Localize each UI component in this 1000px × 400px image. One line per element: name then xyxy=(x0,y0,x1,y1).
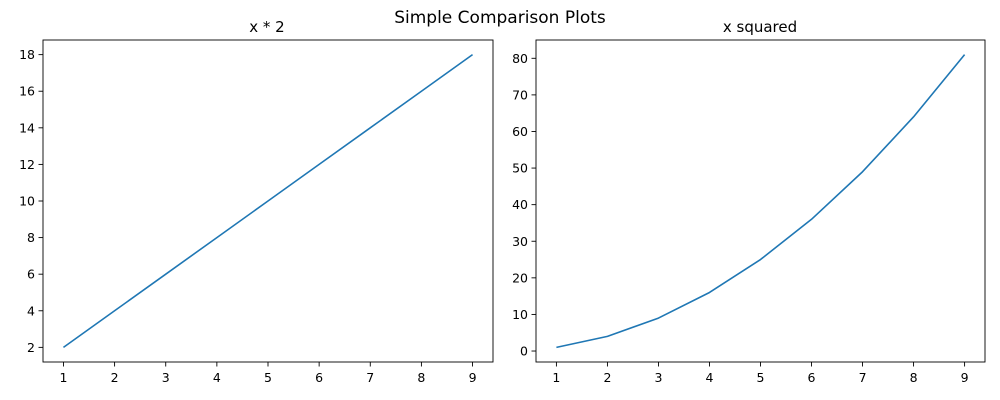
y-tick-label: 6 xyxy=(27,267,35,282)
plot-title: x * 2 xyxy=(249,18,284,36)
y-tick-label: 16 xyxy=(19,84,35,99)
x-tick-label: 9 xyxy=(469,370,477,385)
x-tick-label: 5 xyxy=(264,370,272,385)
x-tick-label: 9 xyxy=(961,370,969,385)
axes-frame xyxy=(42,39,494,363)
x-tick-label: 2 xyxy=(111,370,119,385)
x-tick-label: 4 xyxy=(213,370,221,385)
plot-x-squared: x squared 1 2 3 4 5 6 7 8 9 0 10 20 30 40 50 60 70 80 xyxy=(512,18,986,385)
x-tick-label: 3 xyxy=(654,370,662,385)
x-axis-ticks: 1 2 3 4 5 6 7 8 9 xyxy=(59,362,477,385)
x-tick-label: 8 xyxy=(417,370,425,385)
y-tick-label: 14 xyxy=(19,120,35,135)
y-tick-label: 4 xyxy=(27,303,35,318)
x-tick-label: 6 xyxy=(808,370,816,385)
y-tick-label: 0 xyxy=(520,344,528,359)
x-tick-label: 2 xyxy=(603,370,611,385)
y-tick-label: 40 xyxy=(512,197,528,212)
y-tick-label: 50 xyxy=(512,161,528,176)
y-tick-label: 10 xyxy=(19,194,35,209)
axes-frame xyxy=(535,39,986,363)
x-tick-label: 4 xyxy=(706,370,714,385)
x-tick-label: 1 xyxy=(552,370,560,385)
figure-suptitle: Simple Comparison Plots xyxy=(394,8,606,28)
y-tick-label: 80 xyxy=(512,51,528,66)
x-tick-label: 6 xyxy=(315,370,323,385)
y-tick-label: 30 xyxy=(512,234,528,249)
series-line xyxy=(62,53,474,349)
x-tick-label: 5 xyxy=(757,370,765,385)
x-tick-label: 8 xyxy=(910,370,918,385)
x-tick-label: 7 xyxy=(859,370,867,385)
y-tick-label: 2 xyxy=(27,340,35,355)
y-tick-label: 10 xyxy=(512,307,528,322)
x-tick-label: 7 xyxy=(366,370,374,385)
x-axis-ticks: 1 2 3 4 5 6 7 8 9 xyxy=(552,362,969,385)
y-axis-ticks: 0 10 20 30 40 50 60 70 80 xyxy=(512,51,536,359)
series-line xyxy=(556,54,966,349)
y-tick-label: 70 xyxy=(512,87,528,102)
y-tick-label: 18 xyxy=(19,47,35,62)
x-tick-label: 3 xyxy=(162,370,170,385)
x-tick-label: 1 xyxy=(59,370,67,385)
y-tick-label: 8 xyxy=(27,230,35,245)
y-tick-label: 20 xyxy=(512,270,528,285)
y-tick-label: 12 xyxy=(19,157,35,172)
y-axis-ticks: 2 4 6 8 10 12 14 16 18 xyxy=(19,47,43,355)
plot-title: x squared xyxy=(723,18,797,36)
y-tick-label: 60 xyxy=(512,124,528,139)
